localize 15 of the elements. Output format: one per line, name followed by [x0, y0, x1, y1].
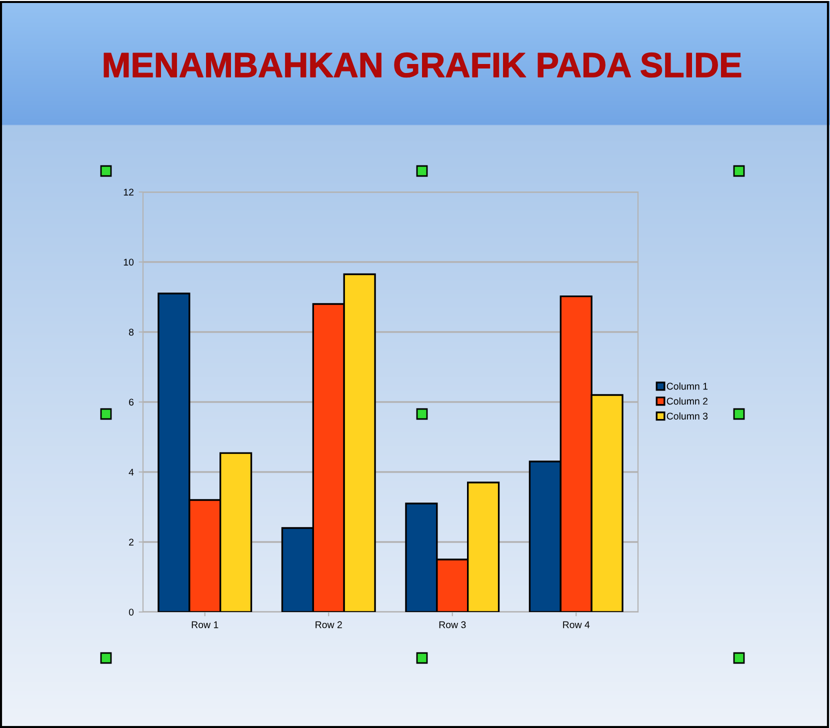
legend-label: Column 3 [666, 412, 708, 420]
y-tick-label: 12 [124, 188, 134, 196]
x-tick-label: Row 1 [192, 621, 218, 628]
y-tick-label: 0 [128, 608, 134, 616]
y-tick-label: 2 [129, 538, 134, 546]
y-tick-label: 10 [124, 258, 134, 266]
legend-label: Column 1 [666, 382, 708, 390]
chart-title: MENAMBAHKAN GRAFIK PADA SLIDE [104, 52, 741, 78]
y-tick-label: 8 [128, 328, 134, 336]
x-tick-label: Row 4 [563, 621, 590, 628]
y-tick-label: 4 [128, 468, 134, 476]
legend-label: Column 2 [666, 397, 708, 405]
x-tick-label: Row 3 [439, 621, 466, 628]
y-tick-label: 6 [129, 398, 134, 406]
x-tick-label: Row 2 [316, 621, 342, 628]
